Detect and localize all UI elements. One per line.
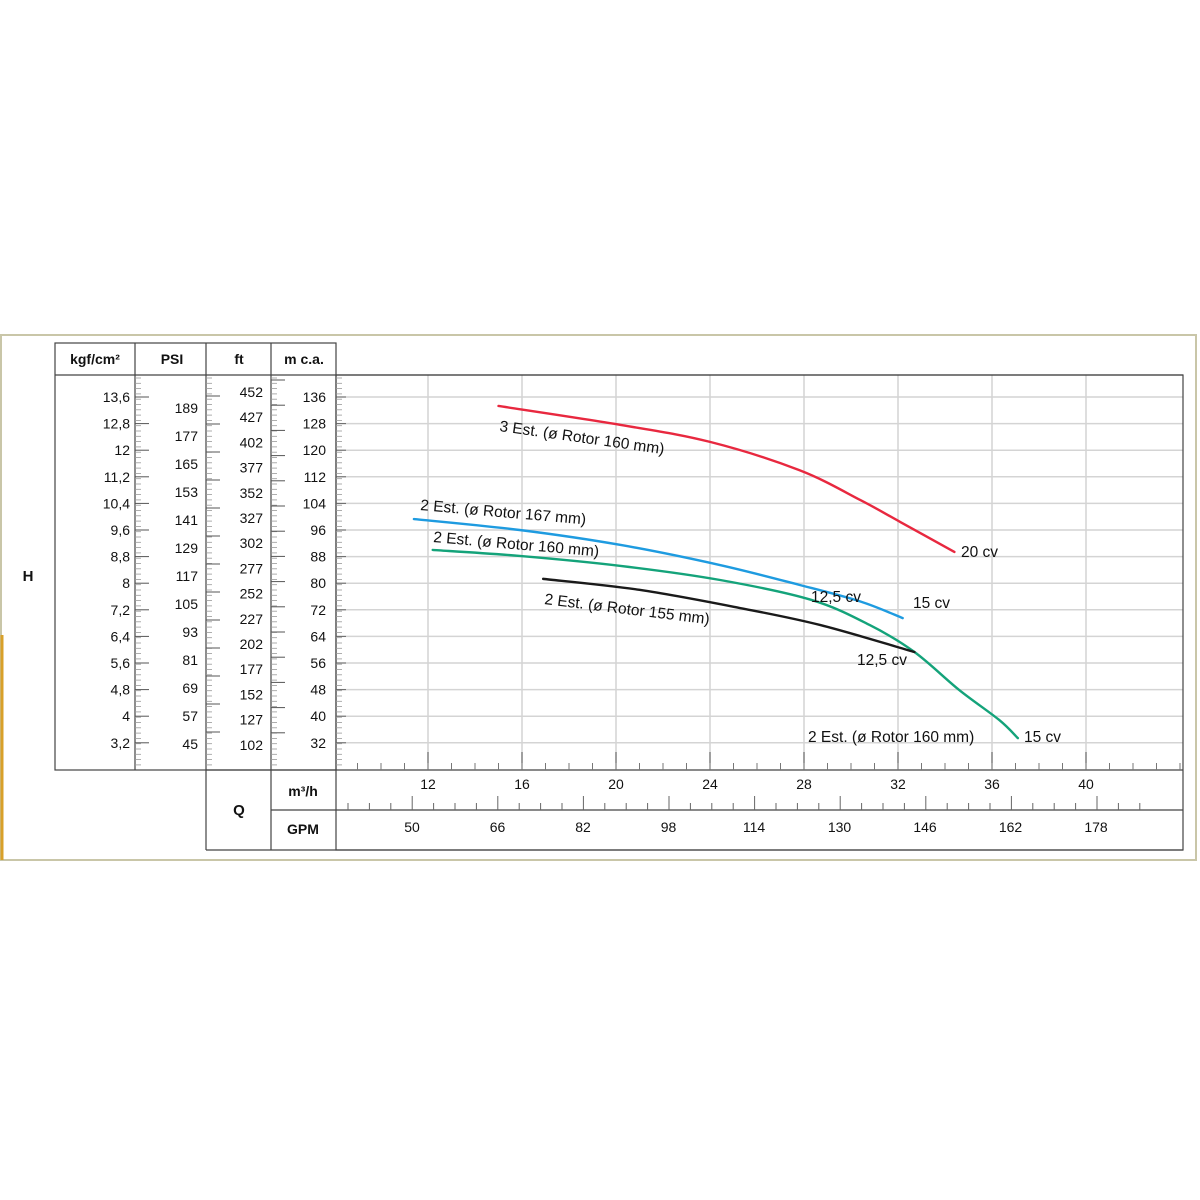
tick-label-mca: 32 bbox=[310, 735, 326, 751]
tick-label-kgf: 6,4 bbox=[111, 628, 131, 644]
tick-label-ft: 252 bbox=[240, 586, 264, 602]
tick-label-ft: 402 bbox=[240, 434, 264, 450]
tick-label-mca: 96 bbox=[310, 522, 326, 538]
tick-label-psi: 177 bbox=[175, 428, 199, 444]
tick-label-mca: 64 bbox=[310, 628, 326, 644]
label-green-end-power: 15 cv bbox=[1024, 729, 1061, 746]
label-red-power: 20 cv bbox=[961, 544, 998, 561]
tick-label-gpm: 146 bbox=[913, 819, 937, 835]
tick-label-psi: 57 bbox=[182, 708, 198, 724]
tick-label-ft: 427 bbox=[240, 409, 264, 425]
tick-label-mca: 48 bbox=[310, 682, 326, 698]
curves bbox=[412, 404, 1020, 740]
tick-label-kgf: 11,2 bbox=[104, 469, 130, 485]
curve-series-0 bbox=[497, 404, 956, 554]
tick-label-ft: 227 bbox=[240, 611, 264, 627]
curve-series-1 bbox=[412, 517, 904, 620]
tick-label-mca: 112 bbox=[304, 469, 327, 485]
tick-label-ft: 152 bbox=[240, 686, 264, 702]
tick-label-mca: 56 bbox=[310, 655, 326, 671]
unit-m3h: m³/h bbox=[288, 783, 318, 799]
tick-label-mca: 40 bbox=[310, 708, 326, 724]
tick-label-m3h: 36 bbox=[984, 776, 1000, 792]
curve-series-2 bbox=[431, 548, 1020, 740]
tick-label-psi: 69 bbox=[182, 680, 198, 696]
label-green-end-curve: 2 Est. (ø Rotor 160 mm) bbox=[808, 729, 974, 746]
tick-label-ft: 202 bbox=[240, 636, 264, 652]
tick-label-ft: 327 bbox=[240, 510, 264, 526]
tick-label-kgf: 8 bbox=[122, 575, 130, 591]
tick-label-psi: 117 bbox=[176, 568, 199, 584]
tick-label-m3h: 12 bbox=[420, 776, 436, 792]
header-psi: PSI bbox=[161, 351, 184, 367]
tick-label-psi: 93 bbox=[182, 624, 198, 640]
tick-label-psi: 189 bbox=[175, 400, 199, 416]
tick-label-ft: 302 bbox=[240, 535, 264, 551]
tick-label-mca: 104 bbox=[303, 495, 327, 511]
tick-label-mca: 128 bbox=[303, 416, 327, 432]
tick-label-kgf: 12 bbox=[114, 442, 130, 458]
label-black-power: 12,5 cv bbox=[857, 652, 907, 669]
tick-label-mca: 80 bbox=[310, 575, 326, 591]
tick-label-psi: 141 bbox=[175, 512, 199, 528]
tick-label-kgf: 4,8 bbox=[111, 682, 131, 698]
tick-label-m3h: 16 bbox=[514, 776, 530, 792]
tick-label-psi: 129 bbox=[175, 540, 199, 556]
curve-series-3 bbox=[541, 577, 916, 654]
tick-label-m3h: 40 bbox=[1078, 776, 1094, 792]
tick-label-gpm: 82 bbox=[575, 819, 591, 835]
tick-label-kgf: 9,6 bbox=[111, 522, 131, 538]
tick-label-gpm: 178 bbox=[1084, 819, 1108, 835]
tick-label-gpm: 66 bbox=[490, 819, 506, 835]
tick-label-kgf: 13,6 bbox=[103, 389, 130, 405]
tick-label-ft: 177 bbox=[240, 661, 264, 677]
tick-label-ft: 102 bbox=[240, 737, 264, 753]
tick-label-m3h: 24 bbox=[702, 776, 718, 792]
y-axis-label: H bbox=[23, 568, 34, 585]
tick-label-ft: 127 bbox=[240, 712, 264, 728]
tick-label-kgf: 5,6 bbox=[111, 655, 131, 671]
tick-label-kgf: 12,8 bbox=[103, 416, 130, 432]
header-ft: ft bbox=[234, 351, 244, 367]
tick-label-psi: 45 bbox=[182, 736, 198, 752]
unit-gpm: GPM bbox=[287, 821, 319, 837]
tick-label-ft: 277 bbox=[240, 560, 264, 576]
tick-label-mca: 72 bbox=[310, 602, 326, 618]
tick-label-m3h: 32 bbox=[890, 776, 906, 792]
tick-label-ft: 352 bbox=[240, 485, 264, 501]
tick-label-kgf: 4 bbox=[122, 708, 130, 724]
tick-label-psi: 165 bbox=[175, 456, 199, 472]
header-mca: m c.a. bbox=[284, 351, 324, 367]
tick-label-kgf: 3,2 bbox=[111, 735, 131, 751]
tick-label-m3h: 28 bbox=[796, 776, 812, 792]
grid bbox=[336, 375, 1183, 770]
tick-label-m3h: 20 bbox=[608, 776, 624, 792]
tick-label-kgf: 10,4 bbox=[103, 495, 130, 511]
tick-label-kgf: 8,8 bbox=[111, 549, 131, 565]
tick-label-ft: 377 bbox=[240, 460, 264, 476]
tick-label-gpm: 130 bbox=[828, 819, 852, 835]
tick-label-psi: 81 bbox=[182, 652, 198, 668]
tick-label-gpm: 162 bbox=[999, 819, 1023, 835]
label-blue-power: 15 cv bbox=[913, 595, 950, 612]
tick-label-ft: 452 bbox=[240, 384, 264, 400]
tick-label-mca: 120 bbox=[303, 442, 327, 458]
label-green-power: 12,5 cv bbox=[811, 589, 861, 606]
tick-label-psi: 153 bbox=[175, 484, 199, 500]
header-kgf: kgf/cm² bbox=[70, 351, 120, 367]
tick-label-psi: 105 bbox=[175, 596, 199, 612]
tick-label-mca: 88 bbox=[310, 549, 326, 565]
x-axis-label: Q bbox=[233, 802, 245, 819]
tick-label-gpm: 114 bbox=[743, 819, 766, 835]
tick-label-gpm: 98 bbox=[661, 819, 677, 835]
tick-label-kgf: 7,2 bbox=[111, 602, 131, 618]
tick-label-mca: 136 bbox=[303, 389, 327, 405]
tick-label-gpm: 50 bbox=[404, 819, 420, 835]
